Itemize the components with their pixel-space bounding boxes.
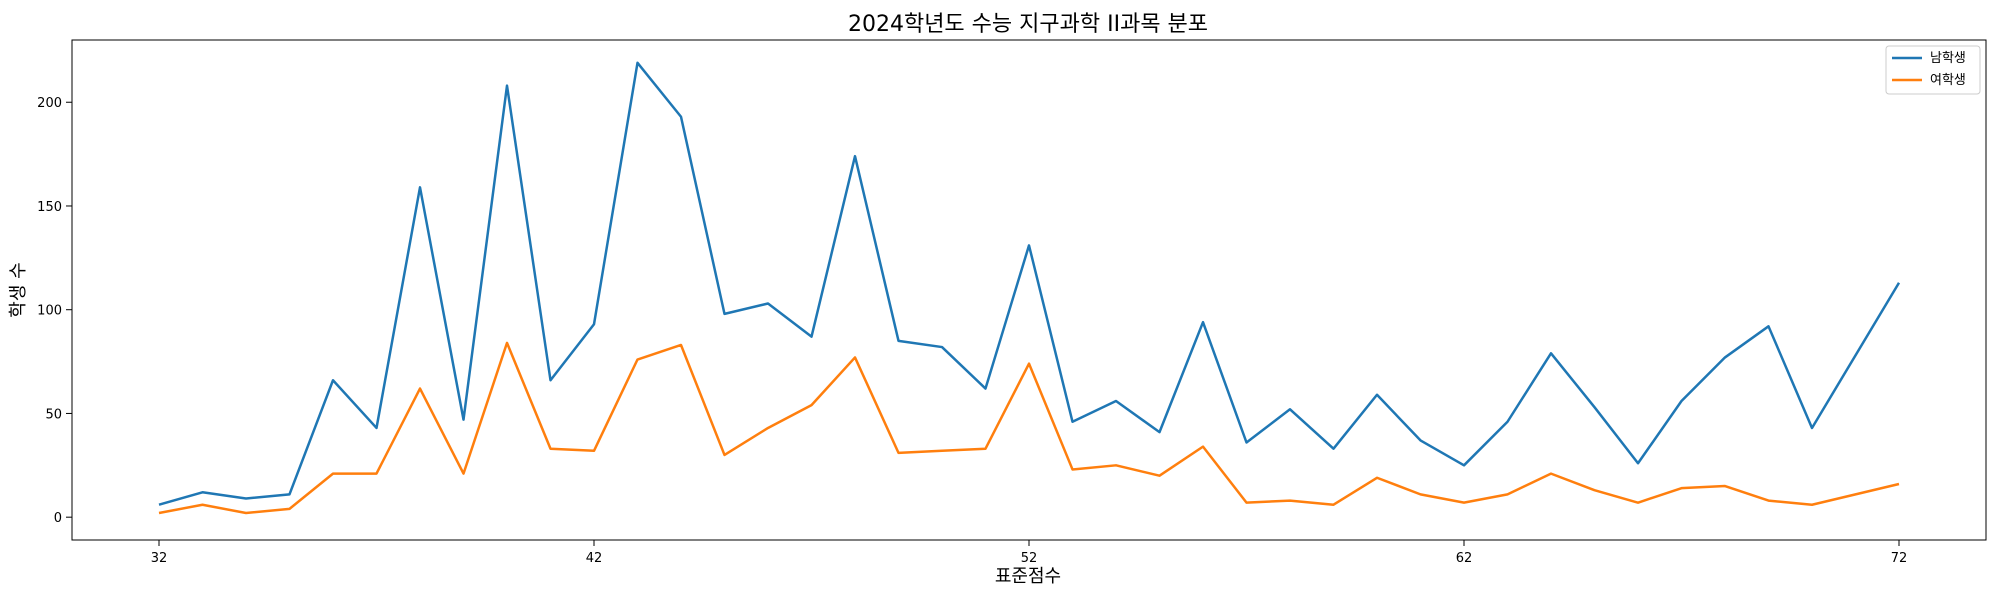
y-tick-label: 100 (37, 304, 62, 319)
series-lines (158, 61, 1901, 515)
y-tick-label: 150 (37, 200, 62, 215)
plot-area (71, 39, 1987, 541)
y-tick-label: 0 (54, 511, 62, 526)
y-tick-label: 50 (45, 407, 62, 422)
x-tick-label: 62 (1456, 551, 1473, 566)
x-tick-label: 42 (586, 551, 603, 566)
y-axis: 0 50 100 150 200 (37, 96, 72, 526)
x-axis-label: 표준점수 (995, 566, 1061, 587)
x-tick-label: 32 (151, 551, 168, 566)
x-axis: 32 42 52 62 72 (151, 540, 1908, 566)
y-axis-label: 학생 수 (8, 262, 29, 317)
chart-title: 2024학년도 수능 지구과학 II과목 분포 (848, 12, 1208, 37)
x-tick-label: 72 (1891, 551, 1908, 566)
x-tick-label: 52 (1021, 551, 1038, 566)
legend-label-female: 여학생 (1930, 73, 1966, 88)
legend: 남학생 여학생 (1885, 45, 1981, 95)
y-tick-label: 200 (37, 96, 62, 111)
series-line-female (158, 341, 1900, 515)
series-line-male (158, 61, 1901, 506)
legend-label-male: 남학생 (1930, 51, 1966, 66)
